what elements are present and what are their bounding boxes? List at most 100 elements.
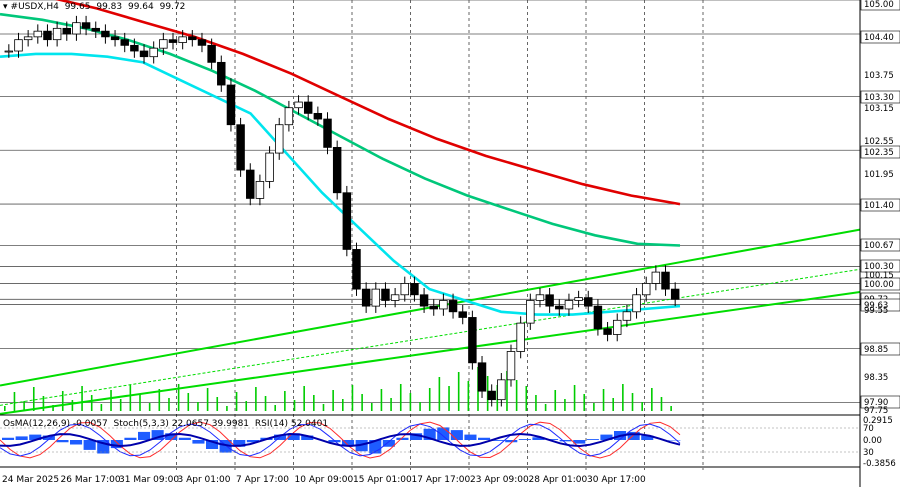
volume-bar <box>62 391 64 411</box>
volume-bar <box>149 403 151 411</box>
volume-bar <box>603 389 605 411</box>
stoch-label: Stoch(5,3,3) 22.0657 39.9981 <box>114 419 249 429</box>
candle-body <box>333 147 341 192</box>
volume-bar <box>458 372 460 411</box>
volume-bar <box>622 384 624 411</box>
candle-body <box>565 300 573 309</box>
time-tick-label: 3 Apr 01:00 <box>178 475 231 485</box>
volume-bar <box>265 396 267 411</box>
candle-body <box>507 351 515 379</box>
volume-bar <box>14 392 16 411</box>
volume-bar <box>226 406 228 411</box>
candle-body <box>362 289 370 306</box>
volume-bar <box>632 393 634 411</box>
volume-bar <box>651 388 653 411</box>
osma-bar <box>587 439 599 440</box>
candle-body <box>382 289 390 300</box>
candle-body <box>111 37 119 40</box>
volume-bar <box>332 390 334 411</box>
volume-bar <box>381 389 383 411</box>
candle-body <box>604 329 612 335</box>
high-value: 99.83 <box>96 2 122 12</box>
candle-body <box>324 119 332 147</box>
volume-bar <box>284 391 286 411</box>
candle-body <box>44 31 52 40</box>
volume-bar <box>525 386 527 411</box>
volume-bar <box>574 385 576 411</box>
osma-bar <box>70 440 82 445</box>
candle-body <box>411 283 419 294</box>
indicator-tick-label: -0.3856 <box>863 459 896 469</box>
candle-body <box>372 289 380 306</box>
candle-body <box>353 249 361 289</box>
candle-body <box>73 23 81 34</box>
volume-bar <box>419 402 421 411</box>
price-tick-label: 101.95 <box>864 170 894 180</box>
candle-body <box>285 108 293 125</box>
candle-body <box>256 181 264 198</box>
symbol-expand-icon[interactable]: ▾ <box>3 2 8 12</box>
volume-bar <box>410 393 412 411</box>
candle-body <box>613 320 621 334</box>
symbol-header: ▾#USDX,H4 99.65 99.83 99.64 99.72 <box>3 2 188 12</box>
candle-body <box>169 40 177 43</box>
candle-body <box>188 37 196 40</box>
candle-body <box>237 125 245 170</box>
volume-bar <box>294 400 296 411</box>
candle-body <box>633 295 641 312</box>
close-value: 99.72 <box>160 2 186 12</box>
volume-bar <box>197 402 199 411</box>
price-tick-label: 100.67 <box>864 241 894 251</box>
price-tick-label: 98.85 <box>864 345 888 355</box>
osma-bar <box>179 438 191 440</box>
volume-bar <box>274 405 276 411</box>
price-tick-label: 99.55 <box>864 306 888 316</box>
osma-bar <box>451 430 463 440</box>
volume-bar <box>110 390 112 411</box>
candle-body <box>208 45 216 62</box>
price-tick-label: 97.75 <box>864 406 888 416</box>
volume-bar <box>207 388 209 411</box>
volume-bar <box>516 380 518 411</box>
volume-bar <box>564 399 566 411</box>
stoch-level-label: 70 <box>863 424 874 434</box>
candle-body <box>217 62 225 85</box>
volume-bar <box>4 406 6 411</box>
candle-body <box>449 300 457 311</box>
osma-bar <box>478 438 490 440</box>
indicator-header: OsMA(12,26,9) -0.0057 Stoch(5,3,3) 22.06… <box>3 419 331 429</box>
osma-bar <box>437 427 449 440</box>
osma-bar <box>16 436 28 440</box>
osma-bar <box>56 440 68 442</box>
time-tick-label: 24 Mar 2025 <box>2 475 59 485</box>
candle-body <box>671 289 679 299</box>
candle-body <box>160 40 168 49</box>
price-tick-label: 100.00 <box>864 280 894 290</box>
volume-bar <box>612 398 614 411</box>
time-tick-label: 15 Apr 01:00 <box>353 475 412 485</box>
indicator-tick-label: 0.00 <box>863 436 882 446</box>
stoch-level-label: 30 <box>863 448 874 458</box>
price-tick-label: 98.35 <box>864 373 888 383</box>
volume-bar <box>120 399 122 411</box>
osma-bar <box>192 440 204 444</box>
candle-body <box>150 48 158 57</box>
candle-body <box>440 300 448 309</box>
osma-label: OsMA(12,26,9) -0.0057 <box>3 419 108 429</box>
time-tick-label: 28 Apr 01:00 <box>529 475 588 485</box>
volume-bar <box>72 400 74 411</box>
volume-bar <box>255 387 257 411</box>
volume-bar <box>101 404 103 411</box>
volume-bar <box>91 395 93 411</box>
volume-bar <box>81 386 83 411</box>
price-tick-label: 101.40 <box>864 201 894 211</box>
volume-bar <box>535 395 537 411</box>
time-tick-label: 10 Apr 09:00 <box>295 475 354 485</box>
candle-body <box>121 40 129 46</box>
candle-body <box>478 363 486 391</box>
candle-body <box>469 317 477 362</box>
osma-bar <box>2 438 14 440</box>
candle-body <box>343 193 351 250</box>
